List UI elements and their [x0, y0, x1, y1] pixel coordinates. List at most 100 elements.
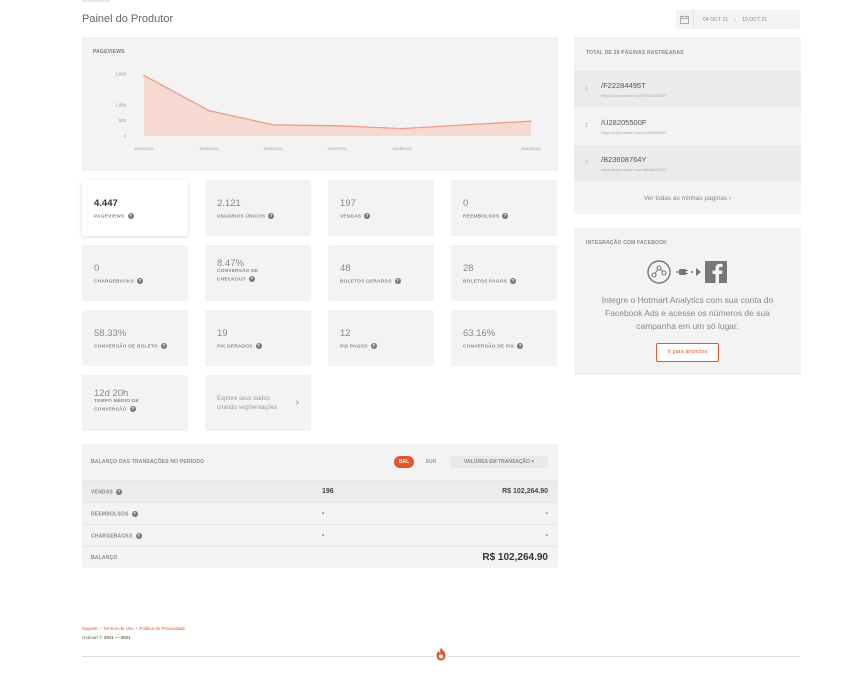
footer-links: Suporte • Termos de Uso • Política de Privac…: [82, 626, 185, 631]
integration-icons: [647, 260, 727, 284]
data-point-5[interactable]: [530, 120, 532, 122]
help-icon[interactable]: ?: [129, 406, 136, 412]
page-list-item[interactable]: 1 /F22284495T https://pay.hotmart.com/F2…: [574, 71, 801, 107]
metric-label: CONVERSÃO DE CHECKOUT?: [217, 269, 259, 283]
page-list-item[interactable]: 3 /B23608764Y https://pay.hotmart.com/B2…: [574, 145, 801, 181]
help-icon[interactable]: ?: [255, 343, 262, 349]
metric-value: 0: [94, 263, 100, 274]
pageviews-chart: 2,000 1,000 500 0 10/04/2021 10/05/2021 10/06/…: [116, 72, 542, 152]
currency-brl-toggle[interactable]: BRL: [394, 456, 414, 468]
row-total: R$ 102,264.90: [482, 552, 548, 563]
page-code: /U28205500F: [601, 118, 647, 127]
data-point-2[interactable]: [272, 124, 274, 126]
help-icon[interactable]: ?: [370, 343, 377, 349]
metric-label: CHARGEBACKS?: [94, 278, 144, 285]
chevron-right-icon: ›: [295, 397, 299, 408]
help-icon[interactable]: ?: [127, 213, 134, 219]
hotmart-flame-icon: [434, 645, 448, 663]
facebook-icon: [705, 261, 727, 283]
metric-label: CONVERSÃO DE BOLETO?: [94, 343, 167, 350]
explore-segmentations-card[interactable]: Explore seus dados criando segmentações ›: [205, 375, 311, 431]
tracked-pages-card: TOTAL DE 39 PÁGINAS RASTREADAS 1 /F22284…: [574, 37, 801, 214]
data-point-0[interactable]: [143, 74, 145, 77]
metric-label: CONVERSÃO DE PIX?: [463, 343, 524, 350]
x-tick-label: 10/08/2021: [392, 146, 413, 151]
metric-label: VENDAS?: [340, 213, 371, 220]
metric-card-pix-paid: 12 PIX PAGOS?: [328, 310, 434, 366]
facebook-integration-card: INTEGRAÇÃO COM FACEBOOK Integre o Hotmar…: [574, 228, 801, 375]
page-index: 2: [585, 123, 588, 129]
metric-label: PIX PAGOS?: [340, 343, 377, 350]
help-icon[interactable]: ?: [268, 213, 275, 219]
date-end: 10 OCT 21: [742, 16, 768, 23]
balance-heading: BALANÇO DAS TRANSAÇÕES NO PERÍODO: [91, 459, 205, 465]
copyright: Hotmart © 2011 — 2021: [82, 635, 131, 640]
y-tick-label: 1,000: [116, 103, 127, 108]
metric-value: 8.47%: [217, 258, 244, 269]
values-mode-dropdown[interactable]: VALORES EM TRANSAÇÃO ▾: [450, 456, 548, 468]
row-total: -: [545, 510, 548, 517]
row-total: R$ 102,264.90: [502, 488, 548, 495]
terms-link[interactable]: Termos de Uso: [103, 626, 134, 631]
page-index: 3: [585, 160, 588, 166]
metric-label: BOLETOS PAGOS?: [463, 278, 517, 285]
metric-card-refunds: 0 REEMBOLSOS?: [451, 180, 557, 236]
page-list-item[interactable]: 2 /U28205500F https://pay.hotmart.com/U2…: [574, 108, 801, 144]
table-row-total: BALANÇO R$ 102,264.90: [82, 546, 558, 568]
date-start: 04 OCT 21: [703, 16, 729, 23]
data-point-4[interactable]: [401, 127, 403, 130]
metric-card-sales: 197 VENDAS?: [328, 180, 434, 236]
data-point-1[interactable]: [208, 109, 210, 112]
chevron-right-icon: ›: [729, 195, 732, 202]
metric-value: 63.16%: [463, 328, 496, 339]
chart-title: PAGEVIEWS: [93, 49, 125, 55]
page-code: /B23608764Y: [601, 155, 647, 164]
metric-label: PIX GERADOS?: [217, 343, 262, 350]
y-tick-label: 2,000: [116, 72, 127, 77]
help-icon[interactable]: ?: [116, 489, 123, 495]
help-icon[interactable]: ?: [131, 511, 138, 517]
metric-value: 0: [463, 198, 469, 209]
top-divider: [82, 0, 110, 2]
support-link[interactable]: Suporte: [82, 626, 98, 631]
transactions-balance-card: BALANÇO DAS TRANSAÇÕES NO PERÍODO BRL EU…: [82, 444, 558, 568]
help-icon[interactable]: ?: [517, 343, 524, 349]
help-icon[interactable]: ?: [248, 276, 255, 282]
metric-value: 2.121: [217, 198, 241, 209]
metric-label: USUÁRIOS ÚNICOS?: [217, 213, 275, 220]
help-icon[interactable]: ?: [135, 533, 142, 539]
footer-separator: •: [135, 626, 138, 631]
help-icon[interactable]: ?: [160, 343, 167, 349]
date-range-picker[interactable]: 04 OCT 21-10 OCT 21: [676, 10, 800, 29]
explore-text: Explore seus dados criando segmentações: [217, 396, 278, 411]
help-icon[interactable]: ?: [394, 278, 401, 284]
balance-table: VENDAS? 196 R$ 102,264.90 REEMBOLSOS? - …: [82, 480, 558, 568]
date-separator: -: [734, 16, 737, 23]
x-tick-label: 10/05/2021: [199, 146, 220, 151]
tracked-pages-heading: TOTAL DE 39 PÁGINAS RASTREADAS: [586, 50, 684, 56]
help-icon[interactable]: ?: [502, 213, 509, 219]
metric-value: 12d 20h: [94, 388, 129, 399]
metric-card-boleto-conversion: 58.33% CONVERSÃO DE BOLETO?: [82, 310, 188, 366]
plug-connect-icon: [676, 268, 701, 276]
go-to-ads-button[interactable]: Ir para anúncios: [656, 343, 719, 362]
row-name: REEMBOLSOS?: [91, 511, 138, 518]
metric-card-boletos-generated: 48 BOLETOS GERADOS?: [328, 245, 434, 301]
privacy-link[interactable]: Política de Privacidade: [139, 626, 185, 631]
table-row: CHARGEBACKS? - -: [82, 524, 558, 546]
metric-card-boletos-paid: 28 BOLETOS PAGOS?: [451, 245, 557, 301]
facebook-description: Integre o Hotmart Analytics com sua cont…: [601, 295, 774, 331]
help-icon[interactable]: ?: [364, 213, 371, 219]
data-point-3[interactable]: [336, 124, 338, 127]
row-count: -: [322, 532, 325, 539]
row-total: -: [545, 532, 548, 539]
metric-value: 4.447: [94, 198, 118, 209]
help-icon[interactable]: ?: [137, 278, 144, 284]
metric-card-chargebacks: 0 CHARGEBACKS?: [82, 245, 188, 301]
currency-eur-toggle[interactable]: EUR: [425, 459, 437, 465]
table-row: VENDAS? 196 R$ 102,264.90: [82, 480, 558, 502]
help-icon[interactable]: ?: [510, 278, 517, 284]
metric-value: 48: [340, 263, 351, 274]
see-all-pages-link[interactable]: Ver todas as minhas páginas ›: [643, 195, 732, 202]
page-url: https://pay.hotmart.com/F22284495T: [601, 93, 667, 98]
